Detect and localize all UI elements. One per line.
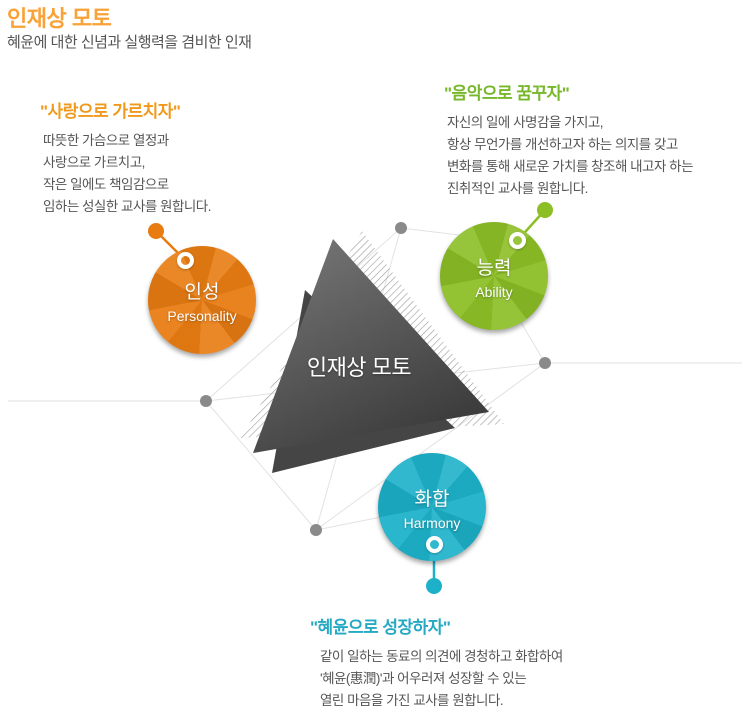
quote-line: 따뜻한 가슴으로 열정과 (43, 133, 169, 148)
quote-body: 같이 일하는 동료의 의견에 경청하고 화합하여 '혜윤(惠潤)'과 어우러져 … (310, 646, 563, 710)
quote-line: '혜윤(惠潤)'과 어우러져 성장할 수 있는 (320, 671, 527, 686)
main-triangle (253, 239, 489, 453)
quote-body: 따뜻한 가슴으로 열정과 사랑으로 가르치고, 작은 일에도 책임감으로 임하는… (40, 130, 211, 218)
donut-icon (509, 232, 526, 249)
circle-label-en: Ability (475, 283, 513, 300)
network-nodes (200, 222, 551, 536)
circle-label-kr: 인성 (184, 281, 220, 303)
page-title: 인재상 모토 (7, 6, 112, 31)
quote-line: 변화를 통해 새로운 가치를 창조해 내고자 하는 (447, 159, 693, 174)
page-subtitle: 혜윤에 대한 신념과 실행력을 겸비한 인재 (7, 34, 252, 51)
quote-body: 자신의 일에 사명감을 가지고, 항상 무언가를 개선하고자 하는 의지를 갖고… (444, 112, 693, 200)
quote-line: 진취적인 교사를 원합니다. (447, 181, 588, 196)
quote-line: 같이 일하는 동료의 의견에 경청하고 화합하여 (320, 649, 563, 664)
quote-heading: "사랑으로 가르치자" (40, 102, 181, 121)
connector-dot-harmony (426, 578, 442, 594)
quote-line: 사랑으로 가르치고, (43, 155, 145, 170)
quote-line: 항상 무언가를 개선하고자 하는 의지를 갖고 (447, 137, 678, 152)
donut-icon (426, 536, 443, 553)
circle-label-en: Personality (167, 307, 237, 324)
donut-icon (177, 252, 194, 269)
quote-block-ability: "음악으로 꿈꾸자" 자신의 일에 사명감을 가지고, 항상 무언가를 개선하고… (444, 79, 693, 200)
value-circle-ability: 능력 Ability (440, 222, 548, 330)
quote-heading: "음악으로 꿈꾸자" (444, 84, 570, 103)
value-circle-personality: 인성 Personality (148, 246, 256, 354)
connector-dot-ability (537, 202, 553, 218)
connector-dot-personality (148, 223, 164, 239)
value-circle-harmony: 화합 Harmony (378, 453, 486, 561)
quote-block-harmony: "혜윤으로 성장하자" 같이 일하는 동료의 의견에 경청하고 화합하여 '혜윤… (310, 613, 563, 710)
quote-line: 자신의 일에 사명감을 가지고, (447, 115, 604, 130)
circle-label-kr: 화합 (414, 488, 450, 510)
quote-line: 작은 일에도 책임감으로 (43, 177, 169, 192)
quote-line: 열린 마음을 가진 교사를 원합니다. (320, 693, 504, 708)
triangle-center-label: 인재상 모토 (306, 355, 412, 380)
quote-block-personality: "사랑으로 가르치자" 따뜻한 가슴으로 열정과 사랑으로 가르치고, 작은 일… (40, 97, 211, 218)
quote-heading: "혜윤으로 성장하자" (310, 618, 451, 637)
circle-label-kr: 능력 (476, 257, 512, 279)
quote-line: 임하는 성실한 교사를 원합니다. (43, 199, 211, 214)
circle-label-en: Harmony (403, 514, 461, 531)
